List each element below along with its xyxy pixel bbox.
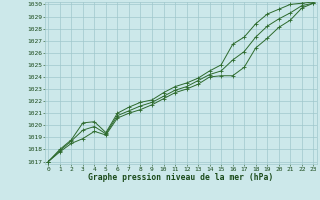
X-axis label: Graphe pression niveau de la mer (hPa): Graphe pression niveau de la mer (hPa): [88, 173, 273, 182]
